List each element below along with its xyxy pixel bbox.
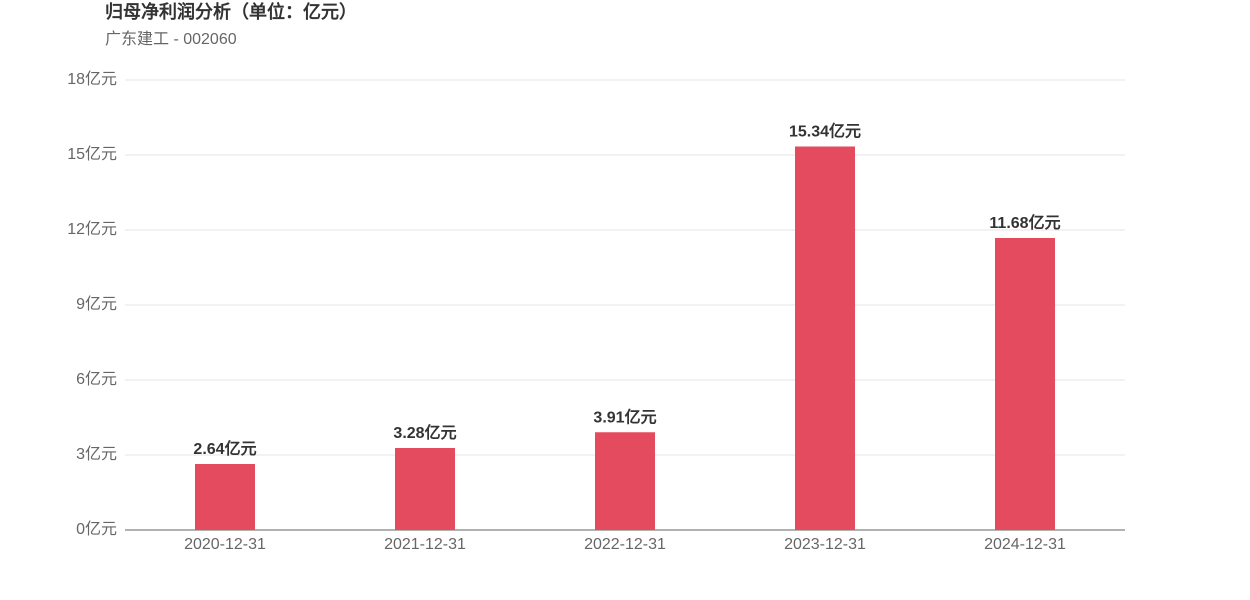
data-label: 3.91亿元 (593, 407, 656, 426)
bar (195, 464, 255, 530)
y-tick-label: 0亿元 (76, 520, 117, 538)
data-label: 2.64亿元 (193, 439, 256, 458)
bar (395, 448, 455, 530)
y-tick-label: 6亿元 (76, 370, 117, 388)
data-label: 15.34亿元 (789, 122, 861, 141)
y-tick-label: 9亿元 (76, 295, 117, 313)
x-tick-label: 2022-12-31 (584, 536, 666, 553)
x-tick-label: 2021-12-31 (384, 536, 466, 553)
chart-title: 归母净利润分析（单位：亿元） (105, 1, 357, 22)
y-tick-label: 12亿元 (67, 220, 117, 238)
bar (995, 238, 1055, 530)
x-tick-label: 2023-12-31 (784, 536, 866, 553)
x-tick-label: 2020-12-31 (184, 536, 266, 553)
chart-subtitle: 广东建工 - 002060 (105, 30, 237, 48)
y-tick-label: 18亿元 (67, 70, 117, 88)
bar (595, 432, 655, 530)
x-tick-label: 2024-12-31 (984, 536, 1066, 553)
data-label: 3.28亿元 (393, 423, 456, 442)
data-label: 11.68亿元 (989, 213, 1060, 232)
bar (795, 146, 855, 530)
y-tick-label: 3亿元 (76, 445, 117, 463)
y-tick-label: 15亿元 (67, 145, 117, 163)
